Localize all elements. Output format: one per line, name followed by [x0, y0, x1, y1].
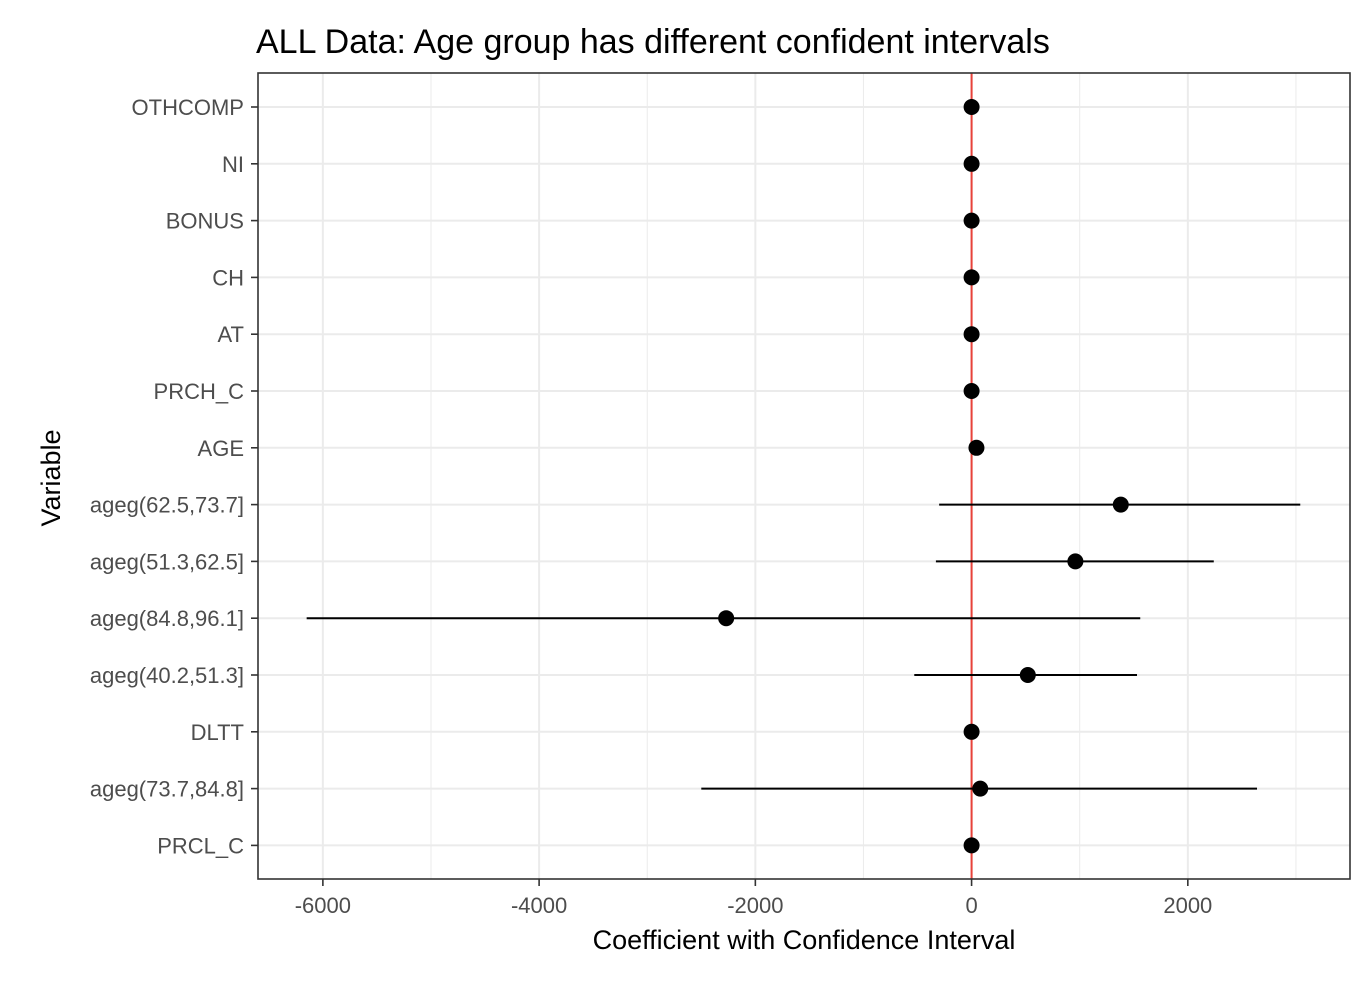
estimate-point — [1019, 667, 1036, 683]
chart-title: ALL Data: Age group has different confid… — [256, 23, 1050, 61]
estimate-point — [1112, 496, 1129, 513]
estimate-point — [963, 326, 980, 343]
estimate-point — [963, 837, 980, 854]
y-axis-ticks: OTHCOMP NI BONUS CH AT PRCH_C AGE ageg(62.5,73.… — [90, 95, 258, 858]
y-tick-label: BONUS — [166, 209, 244, 234]
x-tick-label: 0 — [965, 893, 977, 918]
y-tick-label: CH — [212, 265, 244, 290]
estimate-point — [963, 383, 980, 399]
estimate-point — [968, 439, 985, 456]
x-tick-label: -2000 — [727, 893, 783, 918]
x-axis-title: Coefficient with Confidence Interval — [593, 925, 1016, 955]
y-tick-label: NI — [222, 152, 244, 177]
point-estimates — [718, 99, 1129, 854]
panel-background — [258, 73, 1350, 879]
y-tick-label: OTHCOMP — [132, 95, 244, 120]
x-axis-ticks: -6000 -4000 -2000 0 2000 — [295, 879, 1212, 918]
x-tick-label: 2000 — [1163, 893, 1212, 918]
y-tick-label: ageg(84.8,96.1] — [90, 606, 244, 631]
grid-lines — [258, 73, 1350, 879]
x-tick-label: -4000 — [511, 893, 567, 918]
panel-border — [257, 72, 1351, 880]
y-tick-label: ageg(51.3,62.5] — [90, 549, 244, 574]
y-tick-label: DLTT — [191, 720, 244, 745]
y-tick-label: ageg(73.7,84.8] — [90, 777, 244, 802]
estimate-point — [963, 212, 980, 229]
y-tick-label: AT — [218, 322, 244, 347]
estimate-point — [718, 610, 735, 627]
y-tick-label: PRCH_C — [154, 379, 245, 404]
y-tick-label: ageg(62.5,73.7] — [90, 493, 244, 518]
estimate-point — [972, 780, 989, 797]
estimate-point — [963, 723, 980, 740]
estimate-point — [963, 155, 980, 172]
y-axis-title: Variable — [36, 429, 66, 526]
x-tick-label: -6000 — [295, 893, 351, 918]
estimate-point — [963, 99, 980, 115]
y-tick-label: AGE — [198, 436, 244, 461]
y-tick-label: PRCL_C — [157, 833, 244, 858]
y-tick-label: ageg(40.2,51.3] — [90, 663, 244, 688]
estimate-point — [963, 269, 980, 286]
estimate-point — [1067, 553, 1084, 570]
